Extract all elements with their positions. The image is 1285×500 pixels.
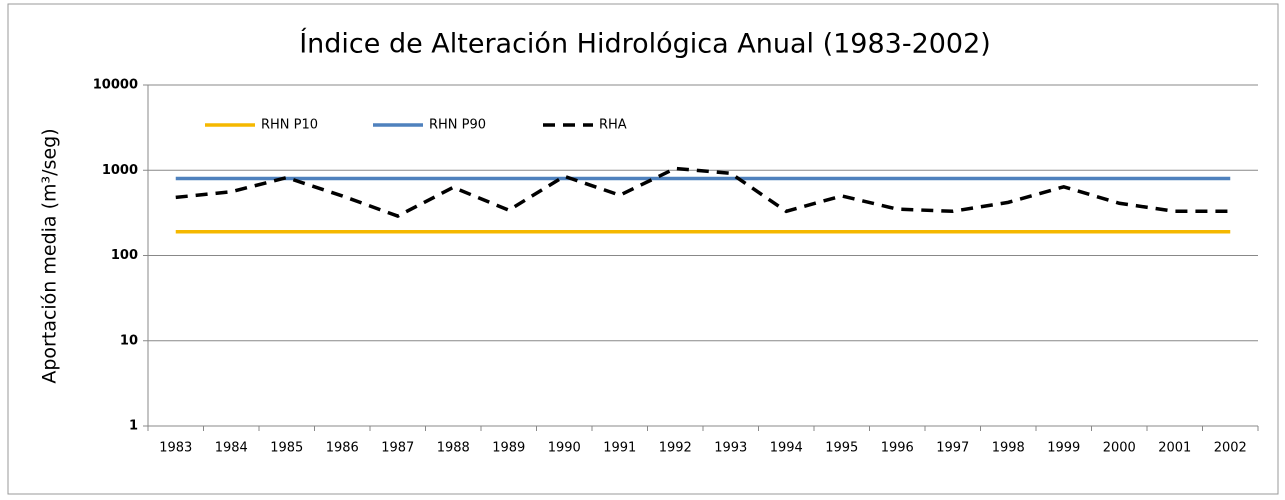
x-tick-label: 1984 — [215, 441, 248, 456]
series-line — [175, 166, 1231, 218]
y-tick-label: 10000 — [93, 78, 138, 93]
y-tick-label: 1 — [129, 419, 138, 434]
x-tick-label: 1989 — [492, 441, 525, 456]
legend-label: RHA — [599, 118, 627, 133]
y-tick-label: 1000 — [102, 163, 138, 178]
x-tick-label: 2002 — [1214, 441, 1247, 456]
x-tick-label: 1985 — [270, 441, 303, 456]
legend-label: RHN P90 — [429, 118, 486, 133]
x-tick-label: 1983 — [159, 441, 192, 456]
x-tick-label: 1999 — [1047, 441, 1080, 456]
chart-title: Índice de Alteración Hidrológica Anual (… — [299, 28, 991, 60]
chart-border — [7, 3, 1279, 495]
x-tick-label: 1987 — [381, 441, 414, 456]
x-tick-label: 1990 — [548, 441, 581, 456]
y-tick-label: 10 — [120, 333, 138, 348]
x-tick-label: 1988 — [437, 441, 470, 456]
x-tick-label: 1994 — [770, 441, 803, 456]
x-tick-label: 2001 — [1158, 441, 1191, 456]
x-tick-label: 1992 — [659, 441, 692, 456]
x-tick-label: 1991 — [603, 441, 636, 456]
x-tick-label: 1993 — [714, 441, 747, 456]
x-tick-label: 1996 — [881, 441, 914, 456]
legend-label: RHN P10 — [261, 118, 318, 133]
x-tick-label: 1997 — [936, 441, 969, 456]
x-tick-label: 1995 — [825, 441, 858, 456]
x-tick-label: 2000 — [1103, 441, 1136, 456]
y-tick-label: 100 — [111, 248, 138, 263]
y-axis-label: Aportación media (m³/seg) — [39, 128, 61, 383]
x-tick-label: 1986 — [326, 441, 359, 456]
x-tick-label: 1998 — [992, 441, 1025, 456]
